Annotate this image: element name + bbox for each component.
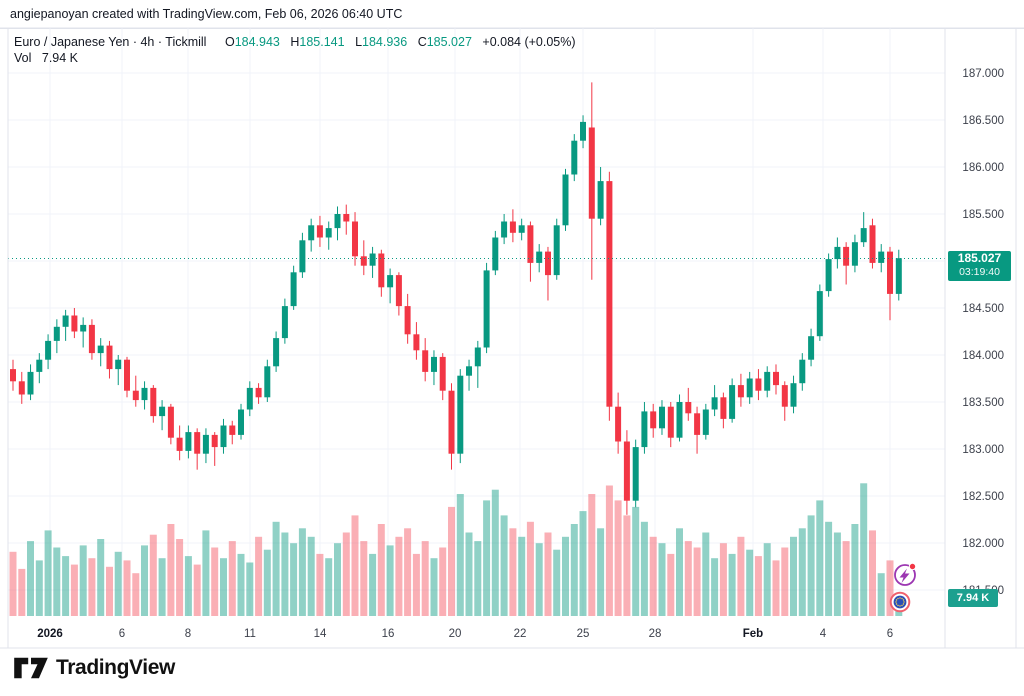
ohlc-open-label: O bbox=[224, 35, 235, 49]
svg-text:Feb: Feb bbox=[743, 628, 763, 640]
svg-text:187.000: 187.000 bbox=[962, 68, 1004, 80]
svg-text:14: 14 bbox=[314, 628, 327, 640]
svg-text:22: 22 bbox=[514, 628, 527, 640]
chart-legend[interactable]: Euro / Japanese Yen · 4h · Tickmill O184… bbox=[14, 34, 576, 66]
svg-text:6: 6 bbox=[119, 628, 125, 640]
ohlc-high-value: 185.141 bbox=[299, 35, 345, 49]
svg-text:183.000: 183.000 bbox=[962, 444, 1004, 456]
tradingview-footer[interactable]: TradingView bbox=[12, 654, 175, 682]
price-axis[interactable]: 187.000186.500186.000185.500185.000184.5… bbox=[962, 68, 1004, 597]
svg-text:2026: 2026 bbox=[37, 628, 63, 640]
current-price-badge: 185.027 03:19:40 bbox=[948, 251, 1011, 281]
ohlc-high-label: H bbox=[290, 35, 300, 49]
attribution-text: angiepanoyan created with TradingView.co… bbox=[10, 7, 403, 21]
change-value: +0.084 (+0.05%) bbox=[482, 35, 576, 49]
economic-event-eu-flag-icon[interactable] bbox=[889, 591, 911, 613]
candlestick-series bbox=[10, 82, 902, 515]
svg-text:11: 11 bbox=[244, 628, 256, 640]
svg-text:16: 16 bbox=[382, 628, 395, 640]
symbol-title[interactable]: Euro / Japanese Yen · 4h · Tickmill bbox=[14, 35, 207, 49]
svg-text:6: 6 bbox=[887, 628, 893, 640]
svg-text:184.500: 184.500 bbox=[962, 303, 1004, 315]
svg-text:186.000: 186.000 bbox=[962, 162, 1004, 174]
economic-event-lightning-icon[interactable] bbox=[894, 562, 917, 586]
tradingview-logo-icon bbox=[14, 657, 48, 679]
svg-text:182.000: 182.000 bbox=[962, 538, 1004, 550]
svg-text:20: 20 bbox=[449, 628, 462, 640]
svg-text:182.500: 182.500 bbox=[962, 491, 1004, 503]
svg-text:183.500: 183.500 bbox=[962, 397, 1004, 409]
svg-text:25: 25 bbox=[577, 628, 590, 640]
legend-volume-row: Vol 7.94 K bbox=[14, 50, 576, 66]
ohlc-low-value: 184.936 bbox=[362, 35, 408, 49]
tradingview-brand-text: TradingView bbox=[56, 656, 175, 679]
volume-series bbox=[9, 483, 903, 616]
grid-lines bbox=[8, 28, 945, 616]
volume-label: Vol bbox=[14, 51, 32, 65]
svg-text:28: 28 bbox=[649, 628, 662, 640]
volume-value: 7.94 K bbox=[41, 51, 79, 65]
chart-frame bbox=[0, 27, 1024, 649]
svg-text:4: 4 bbox=[820, 628, 827, 640]
ohlc-close-value: 185.027 bbox=[426, 35, 472, 49]
svg-text:186.500: 186.500 bbox=[962, 115, 1004, 127]
svg-text:8: 8 bbox=[185, 628, 191, 640]
ohlc-close-label: C bbox=[417, 35, 427, 49]
legend-symbol-row: Euro / Japanese Yen · 4h · Tickmill O184… bbox=[14, 34, 576, 50]
bar-countdown: 03:19:40 bbox=[959, 266, 1000, 278]
svg-text:184.000: 184.000 bbox=[962, 350, 1004, 362]
time-axis[interactable]: 2026 6 8 11 14 16 20 22 25 28 Feb 4 6 bbox=[37, 628, 893, 640]
current-volume-badge: 7.94 K bbox=[948, 589, 998, 607]
svg-text:185.500: 185.500 bbox=[962, 209, 1004, 221]
ohlc-low-label: L bbox=[355, 35, 363, 49]
ohlc-open-value: 184.943 bbox=[234, 35, 280, 49]
current-price-value: 185.027 bbox=[957, 251, 1002, 265]
